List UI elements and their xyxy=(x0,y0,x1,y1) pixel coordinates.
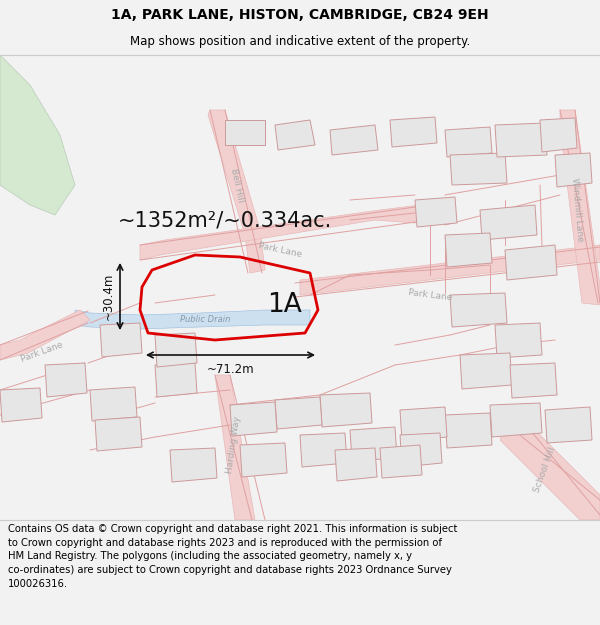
Polygon shape xyxy=(100,323,142,357)
Polygon shape xyxy=(275,120,315,150)
Text: ~30.4m: ~30.4m xyxy=(102,272,115,320)
Polygon shape xyxy=(320,393,372,427)
Polygon shape xyxy=(275,397,322,429)
Polygon shape xyxy=(545,407,592,443)
Polygon shape xyxy=(510,363,557,398)
Polygon shape xyxy=(555,153,592,187)
Polygon shape xyxy=(0,388,42,422)
Text: ~71.2m: ~71.2m xyxy=(206,363,254,376)
Text: Park Lane: Park Lane xyxy=(20,340,64,364)
Polygon shape xyxy=(300,245,600,295)
Polygon shape xyxy=(335,448,377,481)
Polygon shape xyxy=(495,323,542,358)
Polygon shape xyxy=(380,445,422,478)
Polygon shape xyxy=(225,120,265,145)
Polygon shape xyxy=(155,333,197,367)
Polygon shape xyxy=(75,310,310,329)
Text: Windmill Lane: Windmill Lane xyxy=(570,177,584,242)
Polygon shape xyxy=(230,402,277,436)
Polygon shape xyxy=(0,310,90,360)
Text: ~1352m²/~0.334ac.: ~1352m²/~0.334ac. xyxy=(118,210,332,230)
Text: Harding Way: Harding Way xyxy=(226,416,242,474)
Polygon shape xyxy=(215,375,255,520)
Polygon shape xyxy=(490,403,542,437)
Polygon shape xyxy=(505,245,557,280)
Polygon shape xyxy=(170,448,217,482)
Polygon shape xyxy=(45,363,87,397)
Polygon shape xyxy=(350,427,397,461)
Polygon shape xyxy=(330,125,378,155)
Polygon shape xyxy=(460,353,512,389)
Text: Park Lane: Park Lane xyxy=(407,288,452,302)
Polygon shape xyxy=(155,363,197,397)
Polygon shape xyxy=(450,293,507,327)
Polygon shape xyxy=(0,55,75,215)
Polygon shape xyxy=(560,110,600,305)
Text: Bell Hill: Bell Hill xyxy=(229,168,245,202)
Polygon shape xyxy=(480,205,537,240)
Text: 1A: 1A xyxy=(268,292,302,318)
Polygon shape xyxy=(95,417,142,451)
Polygon shape xyxy=(495,123,547,157)
Polygon shape xyxy=(445,233,492,267)
Text: School Hill: School Hill xyxy=(533,446,557,494)
Polygon shape xyxy=(300,433,347,467)
Text: Map shows position and indicative extent of the property.: Map shows position and indicative extent… xyxy=(130,35,470,48)
Polygon shape xyxy=(390,117,437,147)
Polygon shape xyxy=(240,443,287,477)
Polygon shape xyxy=(140,205,430,260)
Polygon shape xyxy=(415,197,457,227)
Text: 1A, PARK LANE, HISTON, CAMBRIDGE, CB24 9EH: 1A, PARK LANE, HISTON, CAMBRIDGE, CB24 9… xyxy=(111,8,489,22)
Text: Contains OS data © Crown copyright and database right 2021. This information is : Contains OS data © Crown copyright and d… xyxy=(8,524,457,589)
Polygon shape xyxy=(90,387,137,421)
Polygon shape xyxy=(400,407,447,441)
Polygon shape xyxy=(500,420,600,520)
Text: Park Lane: Park Lane xyxy=(257,241,302,259)
Polygon shape xyxy=(445,413,492,448)
Polygon shape xyxy=(400,433,442,467)
Polygon shape xyxy=(445,127,492,157)
Polygon shape xyxy=(450,153,507,185)
Text: Public Drain: Public Drain xyxy=(180,316,230,324)
Polygon shape xyxy=(208,110,265,273)
Polygon shape xyxy=(540,118,577,152)
